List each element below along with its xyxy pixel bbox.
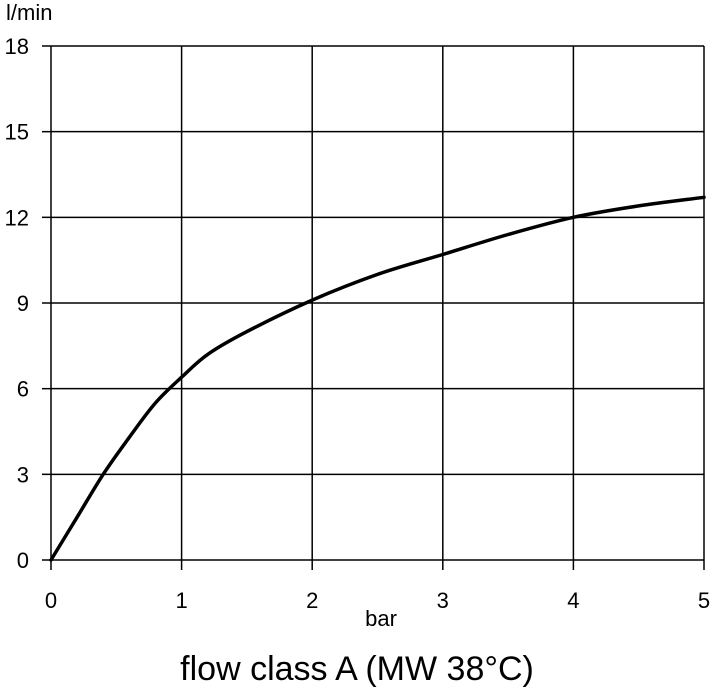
y-tick-label: 3 <box>17 462 29 487</box>
y-axis-label: l/min <box>6 0 52 25</box>
x-tick-label: 5 <box>698 588 710 613</box>
y-tick-label: 6 <box>17 377 29 402</box>
chart-title: flow class A (MW 38°C) <box>180 650 534 688</box>
y-tick-label: 9 <box>17 291 29 316</box>
x-tick-label: 0 <box>45 588 57 613</box>
flow-curve <box>49 195 706 562</box>
y-tick-label: 12 <box>5 205 29 230</box>
x-tick-label: 2 <box>306 588 318 613</box>
grid-layer <box>51 45 705 560</box>
x-axis-label: bar <box>365 606 397 631</box>
x-tick-label: 3 <box>437 588 449 613</box>
series-layer <box>49 195 706 562</box>
y-tick-label: 15 <box>5 120 29 145</box>
x-tick-label: 1 <box>175 588 187 613</box>
y-tick-label: 0 <box>17 548 29 573</box>
x-tick-label: 4 <box>567 588 579 613</box>
labels-layer: l/min bar flow class A (MW 38°C) <box>6 0 534 688</box>
y-tick-label: 18 <box>5 34 29 59</box>
